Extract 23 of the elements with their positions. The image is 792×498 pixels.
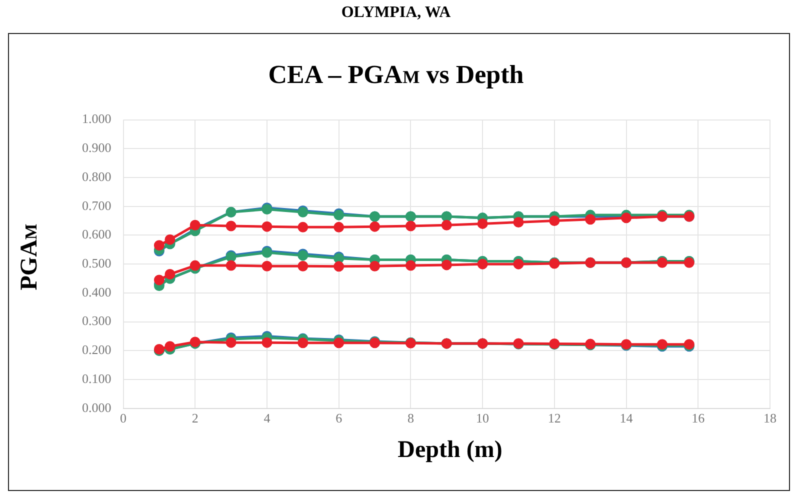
x-tick-label: 10 [476, 410, 490, 426]
x-tick-label: 4 [264, 410, 271, 426]
x-tick-label: 14 [620, 410, 634, 426]
y-tick-label: 0.900 [82, 140, 112, 156]
y-tick-label: 0.500 [82, 256, 112, 271]
x-tick-label: 18 [764, 410, 776, 426]
y-tick-label: 0.200 [82, 342, 112, 358]
y-tick-label: 0.800 [82, 168, 112, 184]
x-tick-label: 12 [548, 410, 561, 426]
y-tick-label: 0.000 [82, 400, 112, 415]
y-tick-label: 0.600 [82, 226, 112, 242]
x-tick-label: 8 [407, 410, 414, 426]
x-tick-label: 6 [336, 410, 343, 426]
chart-title: OLYMPIA, WA [340, 4, 452, 22]
y-tick-label: 0.300 [82, 313, 112, 328]
x-tick-label: 0 [120, 410, 126, 426]
y-tick-label: 0.100 [82, 370, 112, 386]
y-tick-label: 1.000 [82, 111, 112, 126]
x-tick-label: 2 [192, 410, 198, 426]
y-tick-label: 0.700 [82, 198, 112, 213]
x-tick-label: 16 [692, 410, 706, 426]
y-tick-label: 0.400 [82, 284, 112, 300]
x-axis-title: Depth (m) [396, 437, 504, 464]
